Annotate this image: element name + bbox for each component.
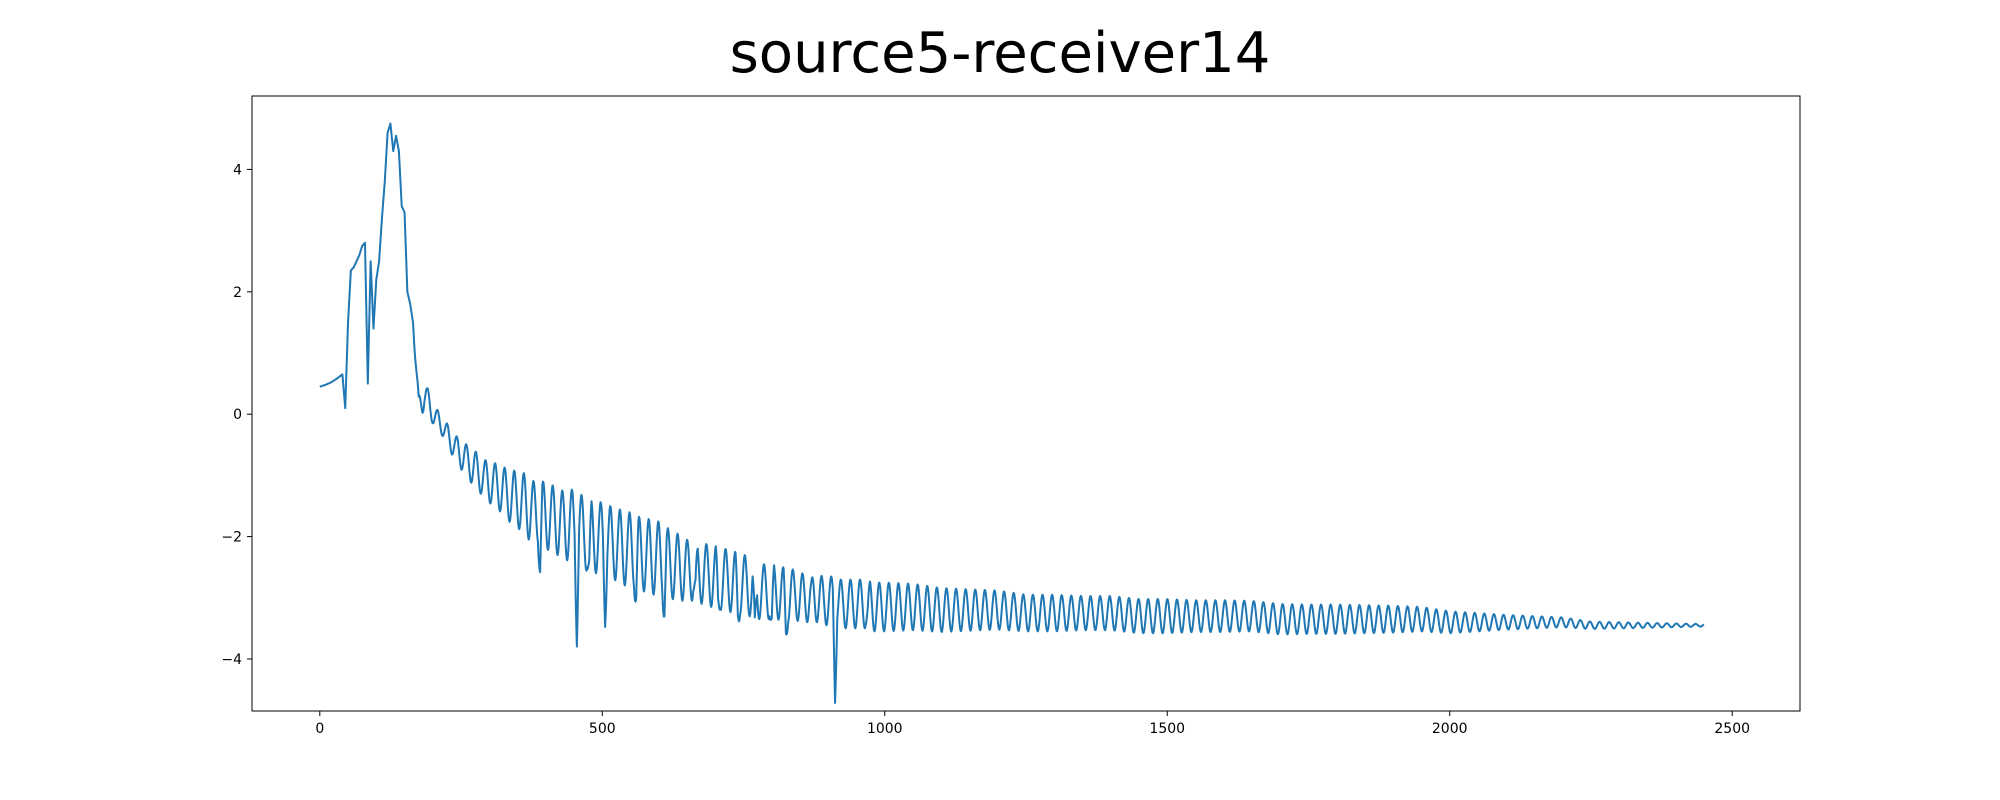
y-tick-label: 2 <box>233 285 242 301</box>
x-tick-label: 2000 <box>1432 721 1468 737</box>
y-tick-label: −4 <box>221 652 242 668</box>
series-line <box>319 122 1705 704</box>
chart-title: source5-receiver14 <box>729 21 1271 86</box>
x-tick-label: 500 <box>589 721 616 737</box>
y-tick-label: 4 <box>233 162 242 178</box>
axes-frame <box>251 95 1801 712</box>
plot-area <box>319 122 1705 704</box>
axes-border <box>251 95 1801 712</box>
x-axis: 0 500 1000 1500 2000 2500 <box>315 711 1750 737</box>
y-tick-label: 0 <box>233 407 242 423</box>
x-tick-label: 2500 <box>1714 721 1750 737</box>
y-tick-label: −2 <box>221 530 242 546</box>
y-axis: −4 −2 0 2 4 <box>221 162 252 668</box>
x-tick-label: 1500 <box>1149 721 1185 737</box>
x-tick-label: 0 <box>315 721 324 737</box>
x-tick-label: 1000 <box>867 721 903 737</box>
